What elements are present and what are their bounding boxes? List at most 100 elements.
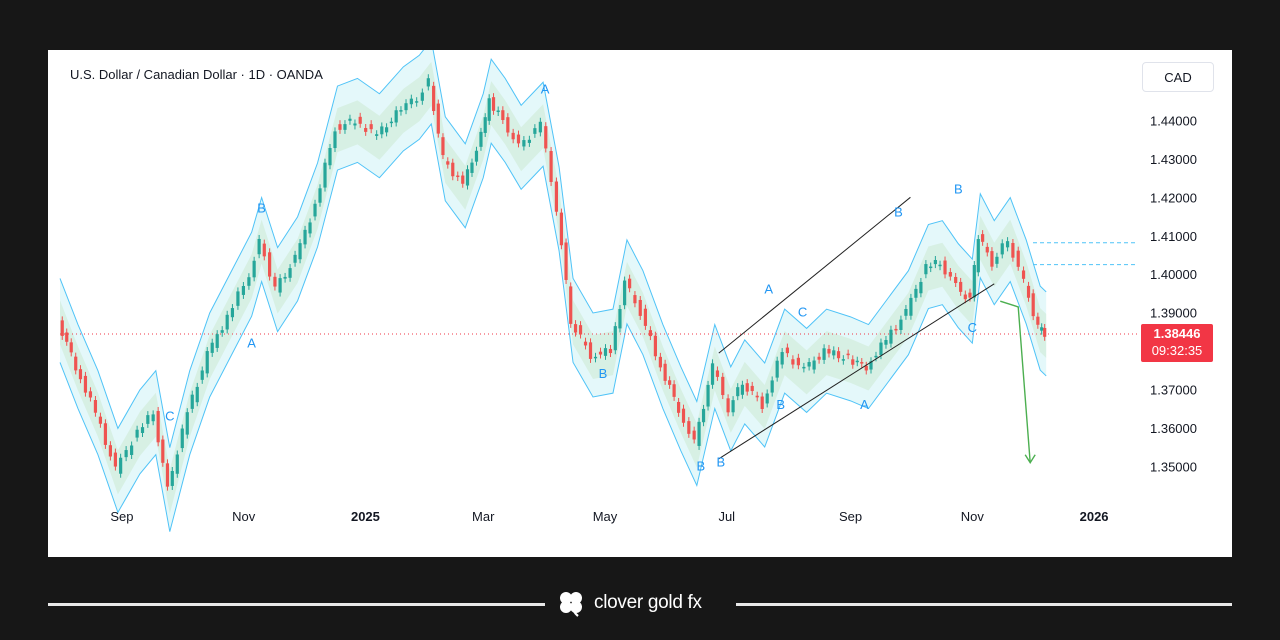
candle-body [846, 353, 850, 356]
candle-body [415, 101, 419, 103]
projection-path [1000, 300, 1031, 463]
candle-body [593, 356, 598, 359]
candle-body [968, 292, 972, 298]
price-axis: 1.35000 1.36000 1.37000 1.39000 1.40000 1.410… [110, 113, 1213, 524]
candle-body [860, 362, 864, 364]
candle-body [185, 412, 189, 435]
candle-body [140, 427, 145, 434]
candle-body [195, 386, 199, 403]
candle-body [268, 252, 272, 277]
candle-body [103, 423, 108, 445]
band-upper-line [59, 50, 1047, 448]
candle-body [726, 398, 730, 413]
candle-body [760, 396, 764, 409]
candle-body [538, 121, 542, 133]
price-series [60, 74, 1047, 491]
candle-body [869, 361, 873, 370]
candle-body [516, 134, 521, 144]
candle-body [1011, 243, 1015, 258]
candle-body [598, 351, 603, 355]
candle-body [318, 188, 322, 203]
candle-body [1000, 243, 1004, 255]
candle-body [496, 110, 500, 113]
candle-body [98, 416, 103, 424]
candle-body [257, 238, 261, 255]
candle-body [583, 341, 588, 346]
candle-body [785, 347, 790, 354]
candle-body [559, 212, 564, 246]
wave-label: C [165, 408, 174, 423]
candle-body [501, 110, 505, 121]
candle-body [511, 132, 515, 140]
candle-body [894, 328, 898, 331]
candle-body [426, 78, 430, 87]
candle-body [441, 137, 445, 156]
wave-label: B [894, 205, 903, 220]
candle-body [851, 359, 855, 365]
candle-body [175, 454, 179, 474]
candle-body [293, 254, 297, 263]
candle-body [420, 92, 424, 101]
candle-body [69, 342, 73, 353]
candle-body [375, 134, 379, 136]
candle-body [273, 276, 277, 287]
candle-body [633, 295, 637, 304]
candle-body [156, 410, 160, 443]
candle-body [313, 203, 317, 217]
candle-body [241, 286, 246, 295]
candle-body [623, 280, 627, 306]
candle-body [909, 297, 913, 316]
candle-body [933, 259, 937, 265]
candle-body [225, 314, 229, 330]
candle-body [298, 243, 302, 260]
candle-body [60, 320, 64, 336]
candle-body [573, 324, 578, 333]
wave-label: B [257, 201, 266, 216]
y-tick-label: 1.35000 [1150, 460, 1197, 475]
y-tick-label: 1.37000 [1150, 383, 1197, 398]
candle-body [161, 439, 165, 463]
candle-body [564, 242, 568, 280]
candle-body [948, 272, 952, 277]
candle-body [1021, 270, 1026, 279]
candle-body [409, 98, 413, 105]
candle-body [236, 291, 240, 306]
candle-body [1036, 316, 1040, 325]
currency-button[interactable]: CAD [1142, 62, 1214, 92]
candle-body [677, 401, 681, 413]
candle-body [205, 351, 209, 374]
candle-body [474, 150, 479, 162]
candle-body [262, 243, 266, 257]
candle-body [364, 128, 368, 132]
x-tick-label: May [593, 509, 618, 524]
candle-body [283, 276, 287, 279]
candle-body [692, 430, 696, 440]
candle-body [608, 348, 613, 354]
candle-body [1026, 285, 1031, 298]
countdown-label: 09:32:35 [1152, 343, 1203, 358]
candle-body [74, 356, 78, 371]
brand-name: clover gold fx [594, 592, 702, 613]
candle-body [200, 370, 204, 380]
cloud-bands [59, 50, 1047, 532]
candle-body [88, 391, 93, 398]
candle-body [658, 356, 662, 368]
candle-body [959, 281, 963, 292]
candle-body [618, 308, 622, 329]
candle-body [836, 351, 841, 359]
candle-body [487, 98, 491, 121]
candle-body [874, 355, 878, 358]
candle-body [369, 124, 373, 130]
channel-upper-line [718, 196, 911, 354]
candle-body [817, 356, 821, 360]
candle-body [745, 383, 749, 392]
candle-body [108, 445, 113, 457]
candle-body [288, 268, 292, 278]
candle-body [554, 181, 559, 212]
candle-body [855, 360, 859, 363]
candle-body [943, 260, 947, 275]
y-tick-label: 1.43000 [1150, 152, 1197, 167]
candle-body [832, 350, 836, 356]
wave-label: A [860, 397, 869, 412]
